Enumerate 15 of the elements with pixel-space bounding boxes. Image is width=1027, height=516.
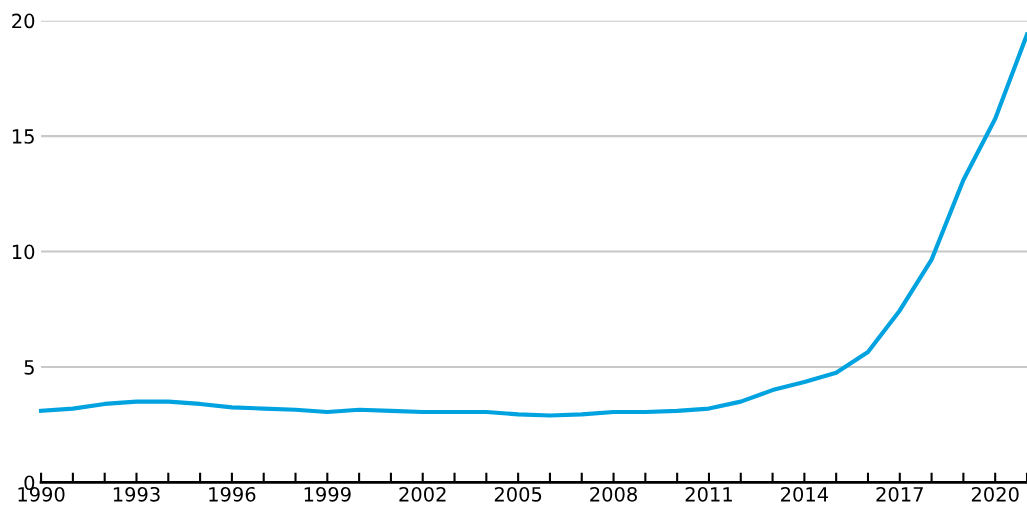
- x-tick-label: 2017: [876, 486, 923, 502]
- x-tick-label: 1996: [209, 486, 256, 502]
- y-tick-label: 15: [12, 129, 34, 144]
- y-tick-label: 20: [12, 13, 35, 29]
- line-series: [38, 32, 1027, 418]
- x-tick-label: 1993: [113, 486, 160, 502]
- x-tick-label: 1999: [304, 486, 351, 502]
- x-tick-label: 2002: [399, 486, 446, 502]
- x-tick-label: 2014: [781, 486, 829, 502]
- x-tick-label: 2020: [971, 486, 1019, 502]
- x-tick-label: 2005: [494, 486, 542, 502]
- x-tick-label: 2011: [685, 486, 732, 502]
- x-tick-label: 2008: [590, 486, 637, 502]
- y-tick-label: 10: [12, 244, 35, 260]
- y-tick-label: 5: [24, 360, 34, 375]
